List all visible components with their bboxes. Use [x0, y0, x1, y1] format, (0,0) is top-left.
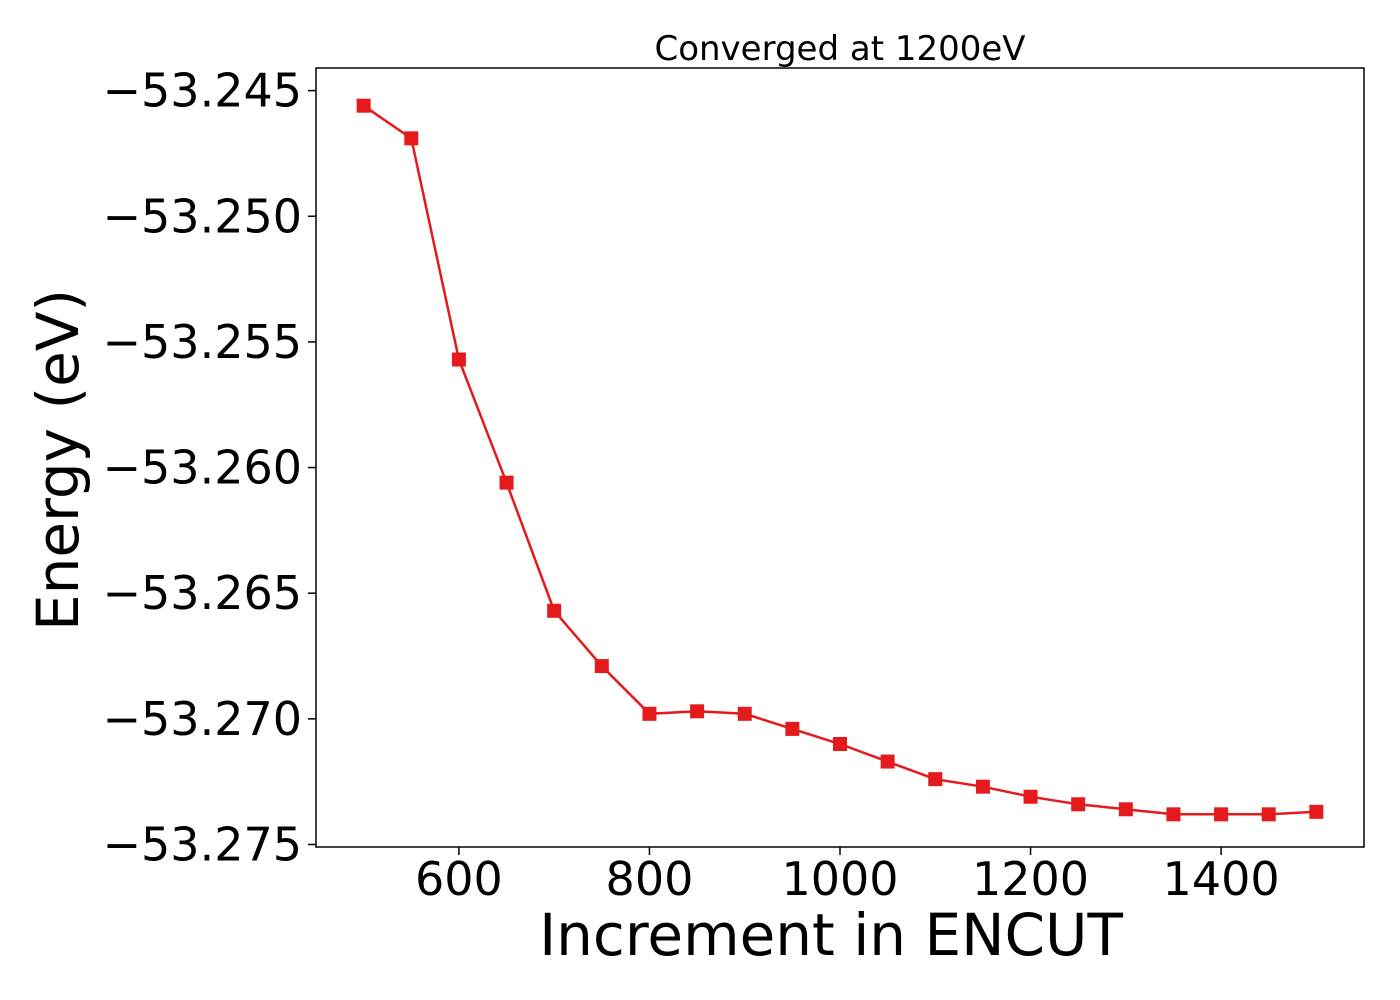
y-tick-label: −53.250 [103, 189, 303, 243]
data-point [1261, 807, 1276, 822]
y-tick-label: −53.265 [103, 566, 303, 620]
data-point [833, 736, 847, 751]
x-tick-label: 600 [415, 852, 503, 906]
chart-title: Converged at 1200eV [654, 29, 1025, 69]
x-axis: 600 800 1000 1200 1400 [415, 847, 1280, 906]
y-tick-label: −53.270 [103, 692, 303, 746]
y-tick-label: −53.255 [103, 315, 303, 369]
data-point [404, 131, 419, 146]
series-line [362, 104, 1317, 816]
data-point [1118, 802, 1133, 817]
data-point [975, 779, 990, 794]
data-point [928, 772, 943, 787]
data-point [1214, 807, 1229, 822]
y-axis: −53.275 −53.270 −53.265 −53.260 −53.255 −53.2… [103, 64, 316, 871]
y-tick-label: −53.260 [103, 441, 303, 495]
data-point [1023, 789, 1038, 804]
data-point [1166, 807, 1181, 822]
data-point [690, 704, 705, 719]
data-point [785, 721, 800, 736]
data-point [737, 706, 752, 721]
data-point [642, 706, 657, 721]
data-point [1309, 804, 1324, 819]
data-point [499, 475, 514, 490]
x-tick-label: 1400 [1163, 852, 1280, 906]
data-point [451, 352, 466, 367]
series-layer [356, 98, 1324, 822]
data-point [594, 659, 609, 674]
x-tick-label: 800 [606, 852, 694, 906]
plot-frame [315, 67, 1365, 848]
x-tick-label: 1000 [781, 852, 898, 906]
y-axis-label: Energy (eV) [24, 289, 92, 631]
y-tick-label: −53.245 [103, 64, 303, 118]
data-point [547, 603, 562, 618]
y-tick-label: −53.275 [103, 817, 303, 871]
data-point [880, 754, 895, 769]
x-tick-label: 1200 [972, 852, 1089, 906]
data-point [356, 98, 371, 113]
x-axis-label: Increment in ENCUT [539, 901, 1123, 969]
data-point [1071, 797, 1086, 812]
